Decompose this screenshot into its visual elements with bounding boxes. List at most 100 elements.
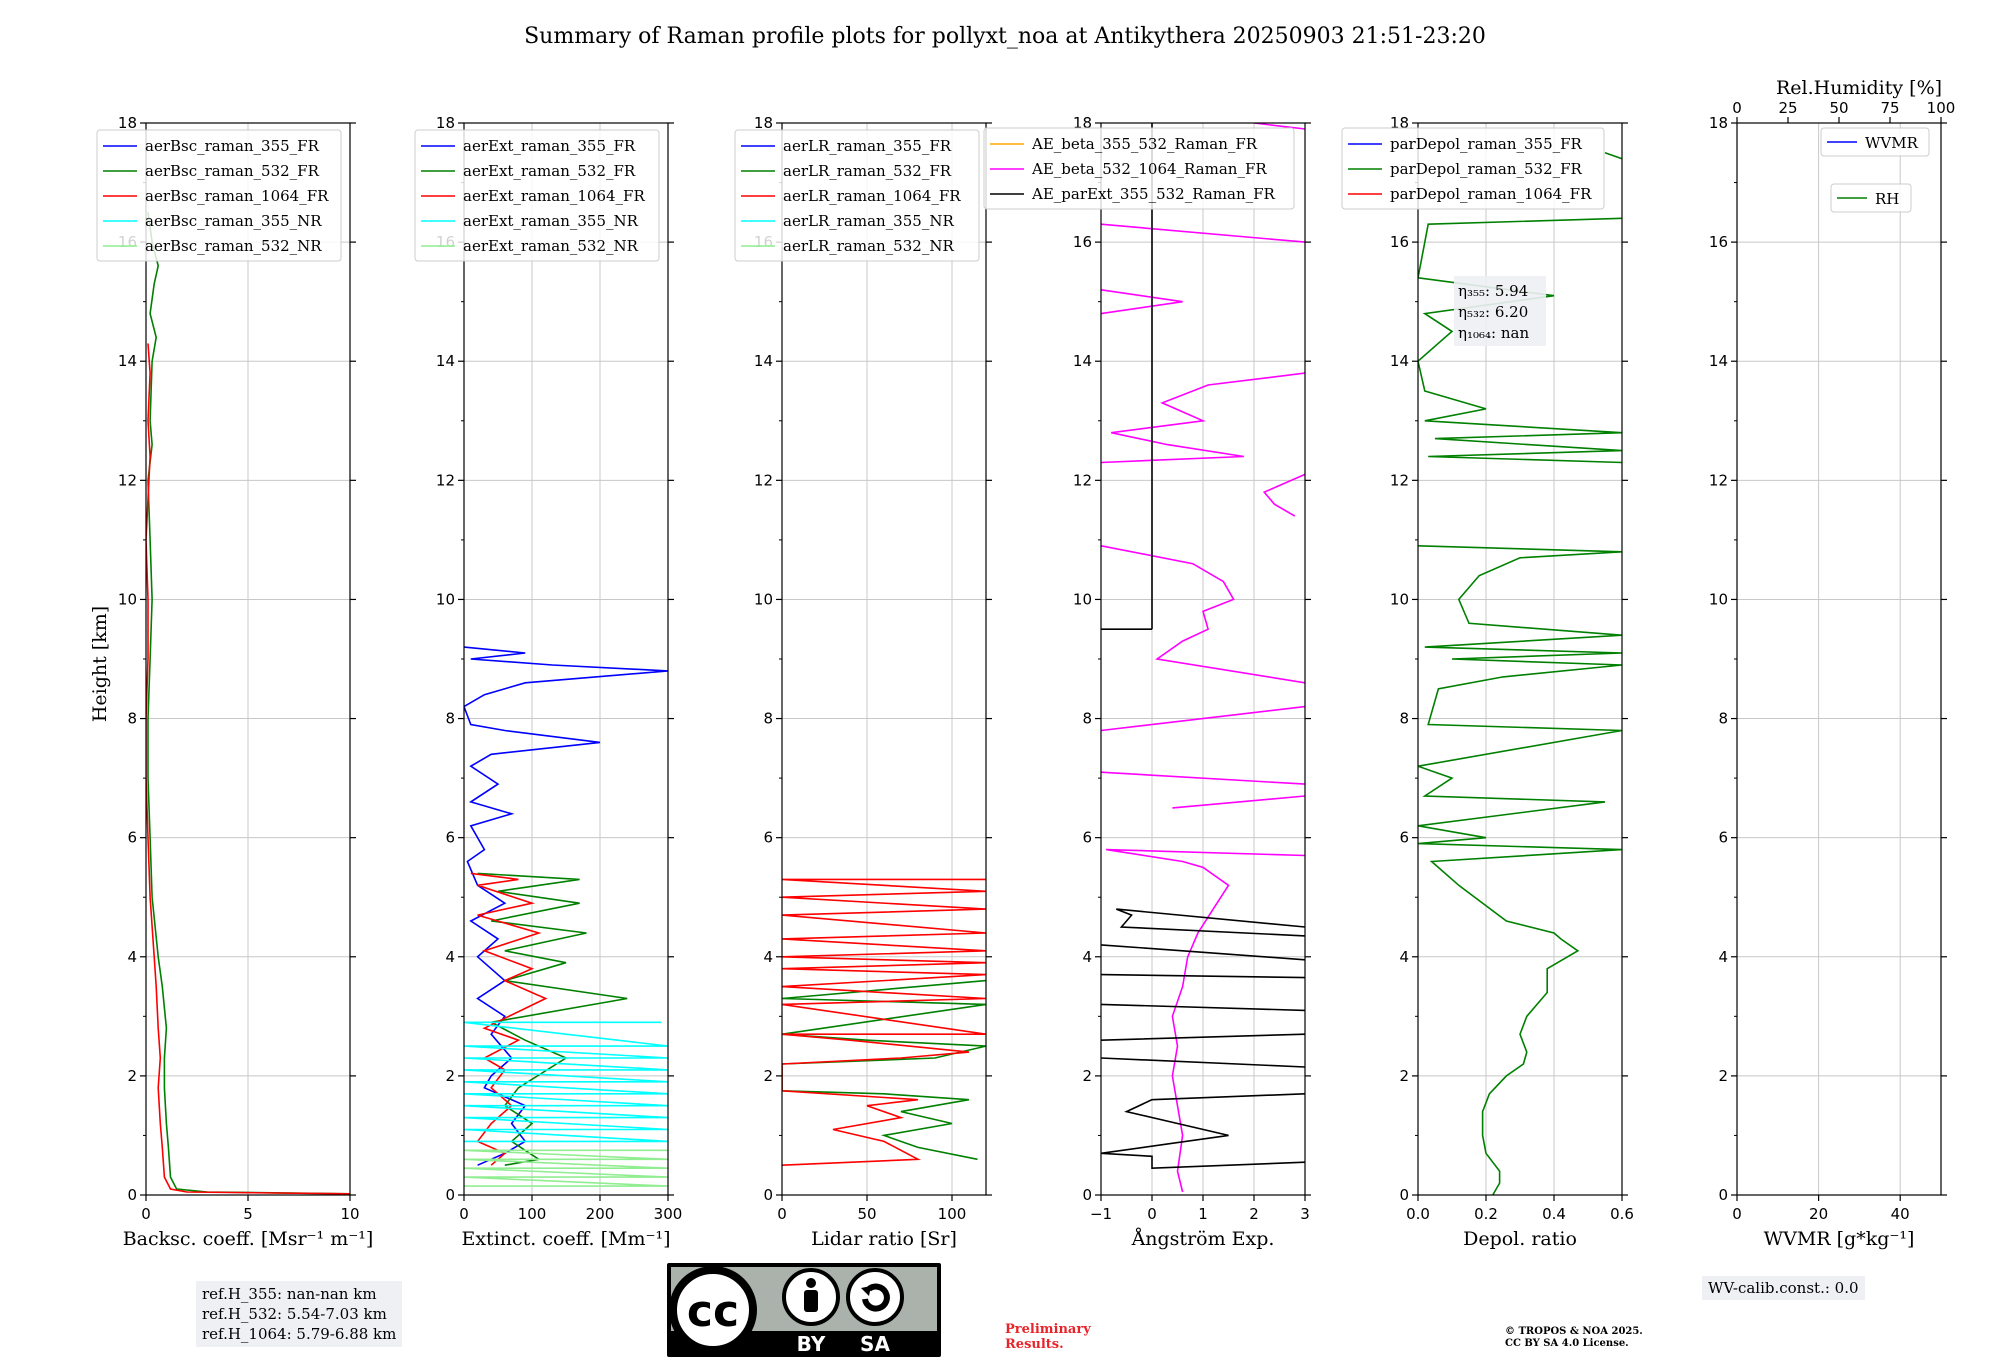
y-tick-label: 2 [1718,1067,1728,1085]
legend-label-AE_beta_355_532_Raman_FR: AE_beta_355_532_Raman_FR [1031,135,1258,153]
eta-annotation: η₅₃₂: 6.20 [1458,303,1528,321]
y-tick-label: 0 [1718,1186,1728,1204]
legend-label-WVMR: WVMR [1865,134,1919,152]
top-axis-label: Rel.Humidity [%] [1776,77,1942,99]
top-x-tick-label: 25 [1778,99,1797,117]
copyright-line-2: CC BY SA 4.0 License. [1505,1338,1629,1349]
y-tick-label: 0 [1082,1186,1092,1204]
reference-height-box: ref.H_355: nan-nan km ref.H_532: 5.54-7.… [196,1281,403,1347]
x-tick-label: 200 [586,1205,615,1223]
x-tick-label: 50 [857,1205,876,1223]
y-tick-label: 4 [1399,948,1409,966]
series-aerExt_raman_355_FR [464,646,668,1166]
y-tick-label: 6 [1718,829,1728,847]
y-tick-label: 12 [436,471,455,489]
y-tick-label: 4 [763,948,773,966]
legend-label-aerExt_raman_532_NR: aerExt_raman_532_NR [463,237,639,255]
y-tick-label: 10 [118,590,137,608]
y-tick-label: 8 [763,710,773,728]
y-tick-label: 16 [1709,233,1728,251]
series-aerExt_raman_355_NR [464,1021,668,1143]
legend-label-aerBsc_raman_355_FR: aerBsc_raman_355_FR [145,137,320,155]
ref-height-1064: ref.H_1064: 5.79-6.88 km [202,1325,397,1343]
y-tick-label: 16 [1073,233,1092,251]
series-aerLR_raman_1064_FR [782,878,986,1166]
cc-sa-label: SA [860,1332,890,1356]
panel-ext: 0246810121416180100200300Extinct. coeff.… [414,114,682,1250]
panel-lr: 024681012141618050100Lidar ratio [Sr]aer… [734,114,992,1250]
x-tick-label: −1 [1090,1205,1112,1223]
y-tick-label: 14 [1390,352,1409,370]
axes-frame [1736,122,1942,1196]
top-x-tick-label: 50 [1829,99,1848,117]
y-tick-label: 10 [436,590,455,608]
x-tick-label: 20 [1809,1205,1828,1223]
y-tick-label: 12 [754,471,773,489]
legend-box [983,127,1295,210]
legend-label-aerLR_raman_355_NR: aerLR_raman_355_NR [783,212,954,230]
eta-annotation: η₃₅₅: 5.94 [1458,282,1528,300]
series-parDepol_raman_532_FR [1418,152,1622,1195]
x-tick-label: 3 [1300,1205,1310,1223]
series-aerExt_raman_532_FR [477,872,628,1166]
series-aerBsc_raman_1064_FR [146,343,350,1195]
cc-by-label: BY [797,1332,826,1356]
top-x-tick-label: 75 [1880,99,1899,117]
legend-label-aerExt_raman_1064_FR: aerExt_raman_1064_FR [463,187,645,205]
y-tick-label: 4 [127,948,137,966]
y-tick-label: 8 [1399,710,1409,728]
y-tick-label: 10 [1073,590,1092,608]
legend-label-aerLR_raman_355_FR: aerLR_raman_355_FR [783,137,952,155]
y-tick-label: 2 [763,1067,773,1085]
y-tick-label: 2 [1082,1067,1092,1085]
y-tick-label: 6 [763,829,773,847]
panel-bsc: 0246810121416180510Backsc. coeff. [Msr⁻¹… [96,114,374,1250]
eta-box [1454,276,1546,346]
legend-box [96,129,342,262]
y-tick-label: 8 [1082,710,1092,728]
y-tick-label: 4 [445,948,455,966]
y-tick-label: 6 [1082,829,1092,847]
legend-label-RH: RH [1875,190,1899,208]
x-axis-label: Depol. ratio [1463,1228,1577,1250]
ref-height-355: ref.H_355: nan-nan km [202,1285,377,1303]
panels: 0246810121416180510Backsc. coeff. [Msr⁻¹… [96,77,1955,1250]
y-tick-label: 2 [127,1067,137,1085]
x-tick-label: 0.2 [1474,1205,1498,1223]
legend-label-aerBsc_raman_532_FR: aerBsc_raman_532_FR [145,162,320,180]
y-tick-label: 18 [436,114,455,132]
legend-label-parDepol_raman_532_FR: parDepol_raman_532_FR [1390,160,1583,178]
legend-label-aerBsc_raman_532_NR: aerBsc_raman_532_NR [145,237,322,255]
wv-calibration-box: WV-calib.const.: 0.0 [1702,1276,1865,1300]
x-axis-label: Lidar ratio [Sr] [811,1228,957,1250]
x-tick-label: 0 [141,1205,151,1223]
legend-label-aerLR_raman_532_FR: aerLR_raman_532_FR [783,162,952,180]
legend-box [1341,127,1605,210]
figure-title: Summary of Raman profile plots for polly… [524,24,1486,49]
x-tick-label: 40 [1891,1205,1910,1223]
y-axis-label: Height [km] [89,606,111,722]
y-tick-label: 10 [1709,590,1728,608]
x-tick-label: 2 [1249,1205,1259,1223]
y-tick-label: 4 [1718,948,1728,966]
x-tick-label: 0.4 [1542,1205,1566,1223]
y-tick-label: 0 [763,1186,773,1204]
cc-by-sa-logo: cc BY SA [667,1263,941,1357]
y-tick-label: 14 [754,352,773,370]
series-AE_beta_532_1064_Raman_FR [1101,123,1305,1193]
series-aerExt_raman_532_NR [464,1149,668,1187]
x-tick-label: 0 [1732,1205,1742,1223]
x-axis-label: Ångström Exp. [1131,1228,1275,1250]
legend-label-aerBsc_raman_1064_FR: aerBsc_raman_1064_FR [145,187,329,205]
x-axis-label: Backsc. coeff. [Msr⁻¹ m⁻¹] [123,1228,374,1250]
x-tick-label: 0 [777,1205,787,1223]
y-tick-label: 2 [445,1067,455,1085]
y-tick-label: 6 [127,829,137,847]
legend-box [1830,183,1912,213]
y-tick-label: 6 [445,829,455,847]
ref-height-532: ref.H_532: 5.54-7.03 km [202,1305,387,1323]
legend-label-aerExt_raman_355_NR: aerExt_raman_355_NR [463,212,639,230]
